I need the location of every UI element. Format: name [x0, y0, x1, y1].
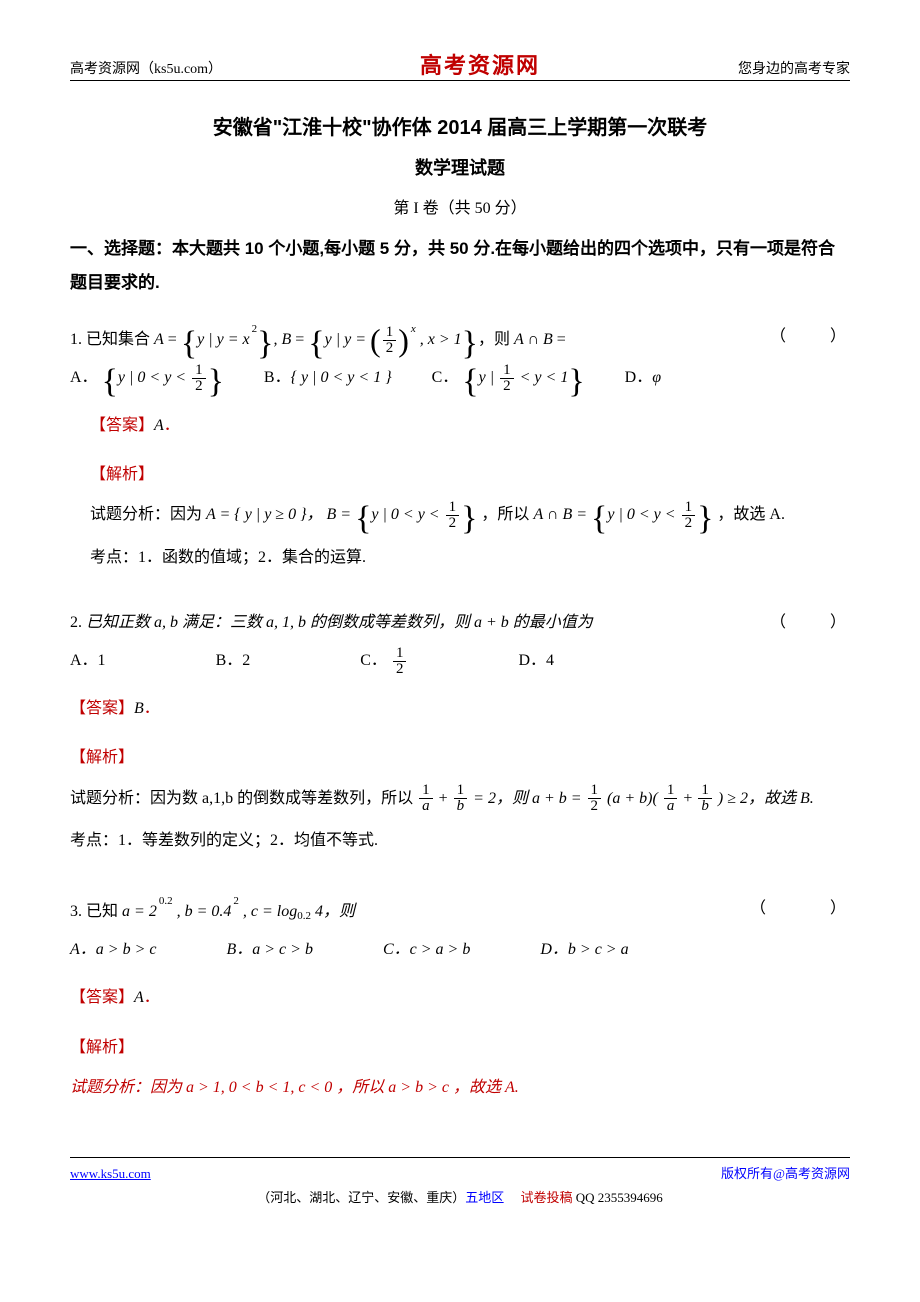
q2-answer: 【答案】B．	[70, 691, 850, 726]
question-1: 1. 已知集合 A = {y | y = x2}, B = {y | y = (…	[70, 318, 850, 577]
header-logo: 高考资源网	[420, 50, 540, 78]
footer-url[interactable]: www.ks5u.com	[70, 1164, 151, 1185]
q2-points: 考点：1．等差数列的定义；2．均值不等式.	[70, 822, 850, 860]
q1-answer: 【答案】A．	[90, 408, 850, 443]
exam-subtitle: 数学理试题	[70, 154, 850, 180]
q3-stem: 3. 已知 a = 20.2 , b = 0.42 , c = log0.2 4…	[70, 890, 850, 928]
header-right: 您身边的高考专家	[738, 58, 850, 78]
q3-analysis: 试题分析：因为 a > 1, 0 < b < 1, c < 0 ，所以 a > …	[70, 1069, 850, 1107]
q1-opt-c: C． {y | 12 < y < 1}	[432, 362, 585, 394]
page-footer: www.ks5u.com 版权所有@高考资源网 （河北、湖北、辽宁、安徽、重庆）…	[70, 1157, 850, 1206]
q1-analysis: 试题分析：因为 A = { y | y ≥ 0 }， B = {y | 0 < …	[90, 496, 850, 534]
q3-opt-b: B．a > c > b	[226, 934, 312, 966]
q3-number: 3.	[70, 903, 82, 920]
footer-copyright: 版权所有@高考资源网	[721, 1164, 850, 1185]
q1-analysis-label: 【解析】	[90, 457, 850, 492]
exam-title: 安徽省"江淮十校"协作体 2014 届高三上学期第一次联考	[70, 111, 850, 140]
q2-blank-paren: （ ）	[758, 607, 850, 639]
q3-blank-paren: （ ）	[738, 893, 850, 925]
section-instructions: 一、选择题：本大题共 10 个小题,每小题 5 分，共 50 分.在每小题给出的…	[70, 232, 850, 300]
question-2: 2. 已知正数 a, b 满足：三数 a, 1, b 的倒数成等差数列，则 a …	[70, 607, 850, 860]
q2-opt-b: B．2	[216, 645, 251, 677]
q2-analysis-label: 【解析】	[70, 740, 850, 775]
header-left: 高考资源网（ks5u.com）	[70, 58, 222, 78]
q3-options: A．a > b > c B．a > c > b C．c > a > b D．b …	[70, 934, 850, 966]
q2-opt-c: C． 12	[360, 645, 408, 677]
footer-regions: （河北、湖北、辽宁、安徽、重庆）五地区 试卷投稿 QQ 2355394696	[70, 1187, 850, 1206]
q1-blank-paren: （ ）	[758, 321, 850, 353]
q3-opt-d: D．b > c > a	[540, 934, 628, 966]
q2-analysis: 试题分析：因为数 a,1,b 的倒数成等差数列，所以 1a + 1b = 2，则…	[70, 780, 850, 818]
q3-opt-c: C．c > a > b	[383, 934, 470, 966]
q1-options: A． {y | 0 < y < 12} B．{ y | 0 < y < 1 } …	[70, 362, 850, 394]
q1-opt-b: B．{ y | 0 < y < 1 }	[264, 362, 392, 394]
logo-text: 高考资源网	[420, 48, 540, 80]
q2-opt-a: A．1	[70, 645, 106, 677]
section-label: 第 I 卷（共 50 分）	[70, 194, 850, 218]
question-3: 3. 已知 a = 20.2 , b = 0.42 , c = log0.2 4…	[70, 890, 850, 1107]
q3-opt-a: A．a > b > c	[70, 934, 156, 966]
q1-stem: 1. 已知集合 A = {y | y = x2}, B = {y | y = (…	[70, 318, 850, 356]
q2-opt-d: D．4	[518, 645, 554, 677]
q1-opt-d: D．φ	[625, 362, 661, 394]
q1-points: 考点：1．函数的值域；2．集合的运算.	[90, 539, 850, 577]
q2-number: 2.	[70, 614, 82, 631]
q2-stem: 2. 已知正数 a, b 满足：三数 a, 1, b 的倒数成等差数列，则 a …	[70, 607, 850, 639]
q3-answer: 【答案】A．	[70, 980, 850, 1015]
page-header: 高考资源网（ks5u.com） 高考资源网 您身边的高考专家	[70, 50, 850, 81]
q2-options: A．1 B．2 C． 12 D．4	[70, 645, 850, 677]
q3-analysis-label: 【解析】	[70, 1030, 850, 1065]
q1-opt-a: A． {y | 0 < y < 12}	[70, 362, 224, 394]
q1-number: 1.	[70, 331, 82, 348]
